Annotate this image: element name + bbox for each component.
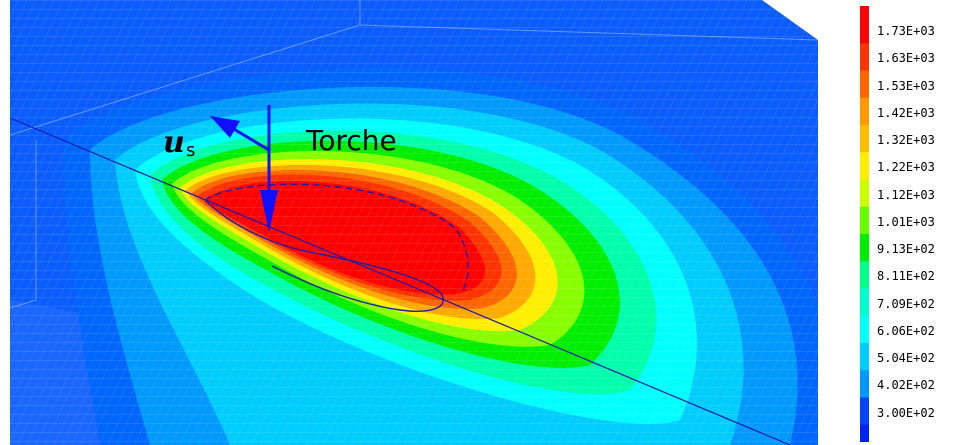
velocity-subscript: s bbox=[186, 140, 195, 161]
legend-swatch bbox=[860, 43, 869, 72]
mesh-block-edges bbox=[10, 0, 818, 309]
legend-swatch bbox=[860, 261, 869, 290]
legend-label: 7.09E+02 bbox=[877, 297, 935, 311]
legend-label: 9.13E+02 bbox=[877, 242, 935, 256]
legend-label: 1.63E+03 bbox=[877, 51, 935, 65]
velocity-arrowhead-icon bbox=[210, 116, 240, 138]
legend-swatch bbox=[860, 125, 869, 153]
legend-label: 3.00E+02 bbox=[877, 406, 935, 420]
torch-arrowhead-icon bbox=[260, 190, 278, 232]
velocity-arrow-shaft bbox=[231, 126, 270, 152]
legend-label: 5.04E+02 bbox=[877, 351, 935, 365]
legend-labels: 1.73E+03 1.63E+03 1.53E+03 1.42E+03 1.32… bbox=[877, 24, 935, 420]
legend-label: 4.02E+02 bbox=[877, 378, 935, 392]
legend-label: 8.11E+02 bbox=[877, 269, 935, 283]
legend-swatch bbox=[860, 97, 869, 126]
legend-swatch bbox=[860, 16, 869, 44]
legend-swatch bbox=[860, 179, 869, 208]
legend-label: 6.06E+02 bbox=[877, 324, 935, 338]
legend-swatch bbox=[860, 6, 869, 17]
legend-swatch bbox=[860, 424, 869, 442]
legend-swatch bbox=[860, 234, 869, 262]
legend-label: 1.53E+03 bbox=[877, 79, 935, 93]
legend-label: 1.32E+03 bbox=[877, 133, 935, 147]
weld-centerline bbox=[9, 117, 791, 445]
legend-swatch bbox=[860, 315, 869, 344]
legend-label: 1.22E+03 bbox=[877, 160, 935, 174]
melt-pool-outline-solid bbox=[204, 199, 444, 312]
legend-swatch bbox=[860, 397, 869, 426]
legend-label: 1.12E+03 bbox=[877, 188, 935, 202]
temperature-field-plot: Torche u s bbox=[9, 0, 818, 445]
legend-swatch bbox=[860, 70, 869, 99]
legend-swatch bbox=[860, 288, 869, 317]
color-legend: 1.73E+03 1.63E+03 1.53E+03 1.42E+03 1.32… bbox=[860, 6, 935, 442]
legend-swatch bbox=[860, 152, 869, 181]
legend-label: 1.73E+03 bbox=[877, 24, 935, 38]
legend-swatch bbox=[860, 343, 869, 371]
melt-pool-outline-dashed bbox=[204, 183, 469, 293]
legend-label: 1.42E+03 bbox=[877, 106, 935, 120]
mesh-grid bbox=[10, 0, 818, 445]
legend-swatch bbox=[860, 206, 869, 235]
contour-field bbox=[10, 0, 818, 445]
legend-swatches bbox=[860, 6, 869, 442]
velocity-symbol: u bbox=[163, 125, 185, 160]
legend-label: 1.01E+03 bbox=[877, 215, 935, 229]
torch-label: Torche bbox=[305, 124, 397, 157]
legend-swatch bbox=[860, 370, 869, 399]
